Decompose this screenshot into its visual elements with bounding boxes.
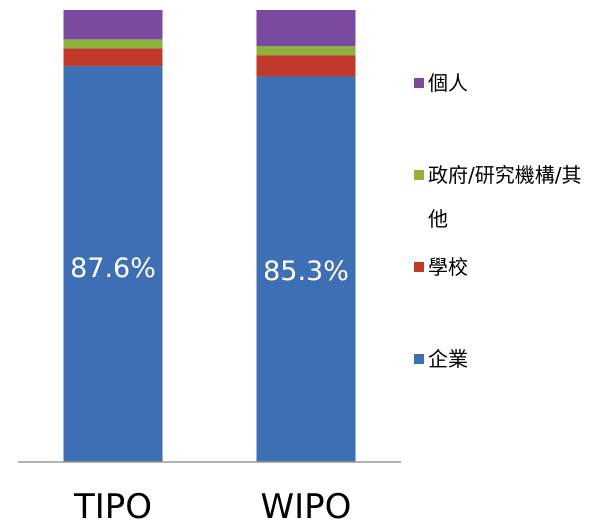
legend-item-enterprise: 企業 bbox=[414, 337, 588, 381]
legend-item-individual: 個人 bbox=[414, 61, 588, 105]
x-tick-labels-group: TIPO WIPO bbox=[73, 487, 351, 522]
data-label-wipo: 85.3% bbox=[263, 256, 349, 287]
legend-item-government: 政府/研究機構/其他 bbox=[414, 153, 588, 241]
bar-wipo-series-1 bbox=[256, 55, 356, 77]
legend-label-government: 政府/研究機構/其他 bbox=[428, 163, 582, 231]
bar-tipo-series-3 bbox=[63, 10, 163, 40]
legend-swatch-enterprise bbox=[414, 354, 424, 364]
legend-swatch-individual bbox=[414, 78, 424, 88]
data-labels-group: 87.6% 85.3% bbox=[70, 253, 349, 287]
bar-wipo-series-2 bbox=[256, 46, 356, 56]
bars-group bbox=[63, 10, 356, 462]
bar-wipo-series-0 bbox=[256, 76, 356, 462]
legend-label-enterprise: 企業 bbox=[428, 347, 468, 371]
x-tick-label-wipo: WIPO bbox=[261, 487, 352, 522]
data-label-tipo: 87.6% bbox=[70, 253, 156, 284]
bar-tipo-series-2 bbox=[63, 39, 163, 49]
legend-swatch-school bbox=[414, 262, 424, 272]
bar-tipo-series-1 bbox=[63, 48, 163, 67]
x-tick-label-tipo: TIPO bbox=[73, 487, 152, 522]
legend-swatch-government bbox=[414, 170, 424, 180]
bar-tipo-series-0 bbox=[63, 66, 163, 462]
legend-label-school: 學校 bbox=[428, 255, 468, 279]
bar-wipo-series-3 bbox=[256, 10, 356, 47]
legend-label-individual: 個人 bbox=[428, 71, 468, 95]
legend-item-school: 學校 bbox=[414, 245, 588, 289]
